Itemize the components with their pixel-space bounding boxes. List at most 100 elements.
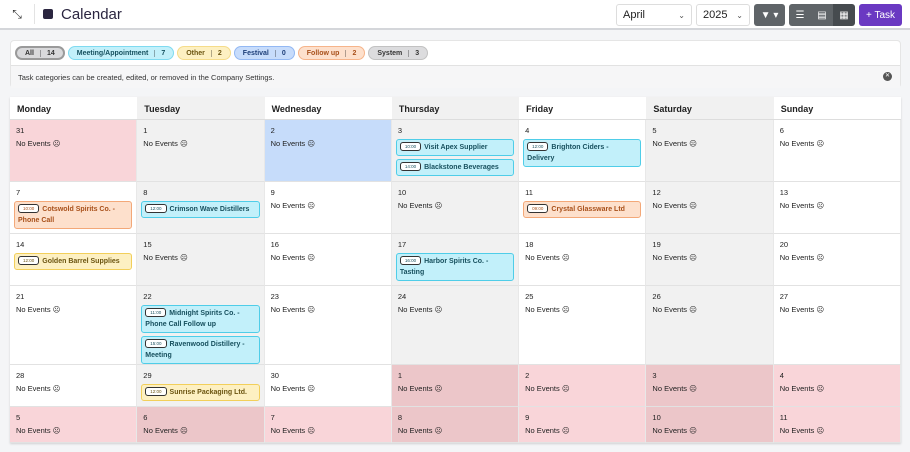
calendar-icon — [43, 9, 53, 19]
day-cell[interactable]: 8 12:00 Crimson Wave Distillers — [137, 182, 265, 234]
event-title: Midnight Spirits Co. - Phone Call Follow… — [145, 310, 240, 328]
weekday-header: Tuesday — [137, 97, 265, 120]
day-cell[interactable]: 21 No Events ☹ — [10, 286, 138, 365]
day-number: 28 — [16, 371, 25, 380]
day-number: 7 — [270, 413, 275, 422]
day-cell[interactable]: 22 11:00 Midnight Spirits Co. - Phone Call… — [137, 286, 265, 365]
day-cell[interactable]: 3 No Events ☹ — [646, 365, 774, 407]
expand-icon[interactable]: ⤡ — [12, 6, 22, 21]
day-cell[interactable]: 7 No Events ☹ — [264, 407, 392, 443]
event-chip[interactable]: 12:00 Golden Barrel Supplies — [14, 253, 133, 270]
day-cell[interactable]: 2 No Events ☹ — [264, 120, 392, 182]
day-cell[interactable]: 18 No Events ☹ — [519, 234, 647, 286]
day-cell[interactable]: 25 No Events ☹ — [519, 286, 647, 365]
chip-label: Festival — [242, 49, 269, 57]
event-chip[interactable]: 16:00 Harbor Spirits Co. - Tasting — [395, 253, 515, 281]
no-events-label: No Events ☹ — [16, 305, 61, 314]
list-icon: ☰ — [795, 9, 805, 21]
event-chip[interactable]: 10:00 Visit Apex Supplier — [395, 139, 515, 156]
day-cell[interactable]: 27 No Events ☹ — [773, 286, 901, 365]
no-events-label: No Events ☹ — [525, 384, 570, 393]
category-chip-other[interactable]: Other 2 — [177, 46, 231, 60]
category-chip-meeting-appointment[interactable]: Meeting/Appointment 7 — [67, 46, 175, 60]
event-chip[interactable]: 14:00 Blackstone Beverages — [395, 159, 515, 176]
day-cell[interactable]: 11 09:00 Crystal Glassware Ltd — [519, 182, 647, 234]
day-cell[interactable]: 5 No Events ☹ — [646, 120, 774, 182]
month-view-button[interactable]: ▦ — [833, 4, 855, 26]
day-cell[interactable]: 15 No Events ☹ — [137, 234, 265, 286]
event-time: 16:00 — [399, 256, 422, 265]
event-chip[interactable]: 12:00 Crimson Wave Distillers — [141, 201, 260, 218]
no-events-label: No Events ☹ — [397, 384, 443, 393]
day-number: 2 — [270, 126, 275, 135]
day-cell[interactable]: 31 No Events ☹ — [10, 120, 138, 182]
day-number: 31 — [16, 126, 25, 135]
add-task-button[interactable]: + Task — [859, 4, 902, 26]
day-cell[interactable]: 11 No Events ☹ — [773, 407, 901, 443]
category-chip-follow-up[interactable]: Follow up 2 — [297, 46, 366, 60]
event-time: 12:00 — [145, 204, 167, 213]
category-chip-all[interactable]: All 14 — [15, 46, 65, 60]
day-cell[interactable]: 23 No Events ☹ — [264, 286, 392, 365]
day-cell[interactable]: 26 No Events ☹ — [646, 286, 774, 365]
no-events-label: No Events ☹ — [143, 426, 188, 435]
event-chip[interactable]: 11:00 Midnight Spirits Co. - Phone Call F… — [141, 305, 260, 333]
close-icon[interactable]: ✕ — [883, 72, 892, 81]
day-cell[interactable]: 29 12:00 Sunrise Packaging Ltd. — [137, 365, 265, 407]
day-number: 6 — [143, 413, 148, 422]
day-cell[interactable]: 5 No Events ☹ — [10, 407, 138, 443]
event-chip[interactable]: 12:00 Brighton Ciders - Delivery — [523, 139, 642, 167]
filter-button[interactable]: ▼ ▾ — [754, 4, 785, 26]
event-chip[interactable]: 09:00 Crystal Glassware Ltd — [523, 201, 642, 218]
day-cell[interactable]: 12 No Events ☹ — [646, 182, 774, 234]
day-cell[interactable]: 6 No Events ☹ — [773, 120, 901, 182]
month-select[interactable]: April ⌄ — [616, 4, 692, 26]
day-cell[interactable]: 6 No Events ☹ — [137, 407, 265, 443]
day-cell[interactable]: 8 No Events ☹ — [391, 407, 520, 443]
event-chip[interactable]: 15:00 Ravenwood Distillery - Meeting — [141, 336, 260, 364]
list-view-button[interactable]: ☰ — [789, 4, 811, 26]
day-cell[interactable]: 4 No Events ☹ — [773, 365, 901, 407]
category-chip-festival[interactable]: Festival 0 — [233, 46, 295, 60]
day-cell[interactable]: 13 No Events ☹ — [773, 182, 901, 234]
day-cell[interactable]: 19 No Events ☹ — [646, 234, 774, 286]
day-cell[interactable]: 24 No Events ☹ — [391, 286, 520, 365]
chip-count: 7 — [154, 49, 165, 57]
event-chip[interactable]: 10:00 Cotswold Spirits Co. - Phone Call — [14, 201, 133, 229]
day-cell[interactable]: 3 10:00 Visit Apex Supplier 14:00 Blackstone… — [391, 120, 520, 182]
day-cell[interactable]: 1 No Events ☹ — [391, 365, 520, 407]
day-cell[interactable]: 4 12:00 Brighton Ciders - Delivery — [519, 120, 647, 182]
day-number: 11 — [525, 188, 533, 197]
category-panel: All 14 Meeting/Appointment 7 Other 2 Festival 0… — [10, 40, 901, 88]
day-cell[interactable]: 20 No Events ☹ — [773, 234, 901, 286]
day-cell[interactable]: 9 No Events ☹ — [264, 182, 392, 234]
day-cell[interactable]: 10 No Events ☹ — [391, 182, 520, 234]
day-number: 1 — [143, 126, 148, 135]
chip-count: 14 — [39, 49, 55, 57]
no-events-label: No Events ☹ — [16, 384, 61, 393]
event-time: 12:00 — [527, 142, 549, 151]
no-events-label: No Events ☹ — [779, 201, 825, 210]
day-number: 9 — [525, 413, 530, 422]
day-cell[interactable]: 17 16:00 Harbor Spirits Co. - Tasting — [391, 234, 520, 286]
day-cell[interactable]: 28 No Events ☹ — [10, 365, 138, 407]
year-select[interactable]: 2025 ⌄ — [696, 4, 750, 26]
event-chip[interactable]: 12:00 Sunrise Packaging Ltd. — [141, 384, 260, 401]
day-cell[interactable]: 30 No Events ☹ — [264, 365, 392, 407]
category-chip-system[interactable]: System 3 — [368, 46, 429, 60]
day-cell[interactable]: 14 12:00 Golden Barrel Supplies — [10, 234, 138, 286]
no-events-label: No Events ☹ — [397, 426, 443, 435]
no-events-label: No Events ☹ — [270, 139, 316, 148]
day-cell[interactable]: 7 10:00 Cotswold Spirits Co. - Phone Call — [10, 182, 138, 234]
day-cell[interactable]: 10 No Events ☹ — [646, 407, 774, 443]
day-cell[interactable]: 2 No Events ☹ — [519, 365, 647, 407]
day-number: 16 — [270, 240, 279, 249]
no-events-label: No Events ☹ — [525, 305, 570, 314]
day-cell[interactable]: 1 No Events ☹ — [137, 120, 265, 182]
no-events-label: No Events ☹ — [652, 384, 697, 393]
day-cell[interactable]: 9 No Events ☹ — [519, 407, 647, 443]
day-view-button[interactable]: ▤ — [811, 4, 833, 26]
no-events-label: No Events ☹ — [397, 201, 443, 210]
event-time: 09:00 — [527, 204, 549, 213]
day-cell[interactable]: 16 No Events ☹ — [264, 234, 392, 286]
